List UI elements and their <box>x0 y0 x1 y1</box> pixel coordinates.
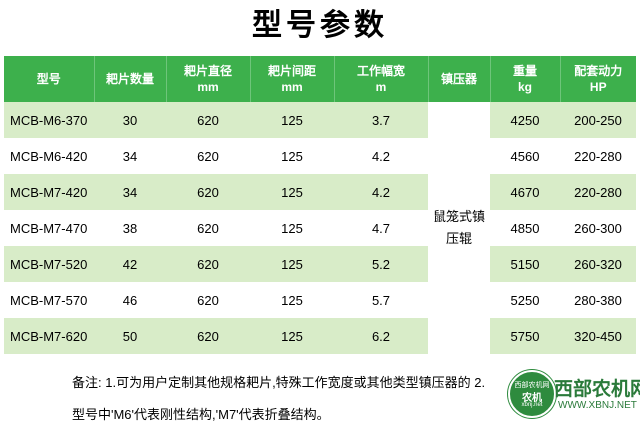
cell-count: 42 <box>94 246 166 282</box>
cell-width: 5.7 <box>334 282 428 318</box>
cell-power: 220-280 <box>560 138 636 174</box>
cell-model: MCB-M7-520 <box>4 246 94 282</box>
header-spacing: 耙片间距 mm <box>250 56 335 102</box>
cell-spacing: 125 <box>250 138 334 174</box>
cell-diameter: 620 <box>166 210 250 246</box>
page-title: 型号参数 <box>252 9 388 42</box>
watermark-badge-icon: 西部农机网 农机 xbnj.net <box>508 370 556 418</box>
cell-roller: 鼠笼式镇 压辊 <box>428 102 490 354</box>
cell-count: 46 <box>94 282 166 318</box>
cell-count: 34 <box>94 138 166 174</box>
cell-width: 4.7 <box>334 210 428 246</box>
cell-spacing: 125 <box>250 318 334 354</box>
cell-diameter: 620 <box>166 282 250 318</box>
cell-width: 3.7 <box>334 102 428 138</box>
table-row: MCB-M6-370 30 620 125 3.7 鼠笼式镇 压辊 4250 20… <box>4 102 636 354</box>
header-power: 配套动力 HP <box>560 56 636 102</box>
cell-weight: 4250 <box>490 102 560 138</box>
cell-width: 5.2 <box>334 246 428 282</box>
cell-diameter: 620 <box>166 138 250 174</box>
cell-count: 38 <box>94 210 166 246</box>
cell-model: MCB-M7-470 <box>4 210 94 246</box>
cell-model: MCB-M7-420 <box>4 174 94 210</box>
cell-weight: 4670 <box>490 174 560 210</box>
table-row: MCB-M7-620 50 620 125 6.2 5750 320-450 <box>4 318 636 354</box>
cell-model: MCB-M6-370 <box>4 102 94 138</box>
note-line-1: 备注: 1.可为用户定制其他规格耙片,特殊工作宽度或其他类型镇压器的 2. <box>72 375 486 390</box>
cell-weight: 5150 <box>490 246 560 282</box>
cell-spacing: 125 <box>250 282 334 318</box>
cell-model: MCB-M6-420 <box>4 138 94 174</box>
watermark-url: WWW.XBNJ.NET <box>558 400 637 411</box>
watermark: 西部农机网 农机 xbnj.net 西部农机网 WWW.XBNJ.NET <box>508 366 640 418</box>
table-row: MCB-M7-420 34 620 125 4.2 4670 220-280 <box>4 174 636 210</box>
note-line-2: 型号中'M6'代表刚性结构,'M7'代表折叠结构。 <box>72 407 330 422</box>
header-weight: 重量 kg <box>490 56 561 102</box>
cell-power: 280-380 <box>560 282 636 318</box>
spec-table: 型号 耙片数量 耙片直径 mm 耙片间距 mm 工作幅宽 m 镇压器 重量 kg 配套动… <box>4 56 636 354</box>
cell-spacing: 125 <box>250 246 334 282</box>
watermark-text: 西部农机网 <box>554 379 640 400</box>
cell-model: MCB-M7-620 <box>4 318 94 354</box>
cell-width: 4.2 <box>334 174 428 210</box>
cell-diameter: 620 <box>166 102 250 138</box>
cell-power: 200-250 <box>560 102 636 138</box>
cell-count: 30 <box>94 102 166 138</box>
cell-weight: 5250 <box>490 282 560 318</box>
cell-spacing: 125 <box>250 210 334 246</box>
cell-weight: 4850 <box>490 210 560 246</box>
header-roller: 镇压器 <box>428 56 491 102</box>
cell-power: 320-450 <box>560 318 636 354</box>
table-row: MCB-M7-570 46 620 125 5.7 5250 280-380 <box>4 282 636 318</box>
cell-weight: 5750 <box>490 318 560 354</box>
cell-spacing: 125 <box>250 174 334 210</box>
cell-spacing: 125 <box>250 102 334 138</box>
cell-power: 220-280 <box>560 174 636 210</box>
header-width: 工作幅宽 m <box>334 56 429 102</box>
cell-model: MCB-M7-570 <box>4 282 94 318</box>
cell-width: 4.2 <box>334 138 428 174</box>
cell-count: 34 <box>94 174 166 210</box>
cell-count: 50 <box>94 318 166 354</box>
header-count: 耙片数量 <box>94 56 167 102</box>
table-header-row: 型号 耙片数量 耙片直径 mm 耙片间距 mm 工作幅宽 m 镇压器 重量 kg 配套动… <box>4 56 636 102</box>
cell-diameter: 620 <box>166 318 250 354</box>
cell-width: 6.2 <box>334 318 428 354</box>
table-row: MCB-M6-420 34 620 125 4.2 4560 220-280 <box>4 138 636 174</box>
table-row: MCB-M7-470 38 620 125 4.7 4850 260-300 <box>4 210 636 246</box>
table-row: MCB-M7-520 42 620 125 5.2 5150 260-320 <box>4 246 636 282</box>
cell-power: 260-320 <box>560 246 636 282</box>
cell-diameter: 620 <box>166 174 250 210</box>
header-model: 型号 <box>4 56 95 102</box>
header-diameter: 耙片直径 mm <box>166 56 251 102</box>
cell-power: 260-300 <box>560 210 636 246</box>
cell-diameter: 620 <box>166 246 250 282</box>
cell-weight: 4560 <box>490 138 560 174</box>
